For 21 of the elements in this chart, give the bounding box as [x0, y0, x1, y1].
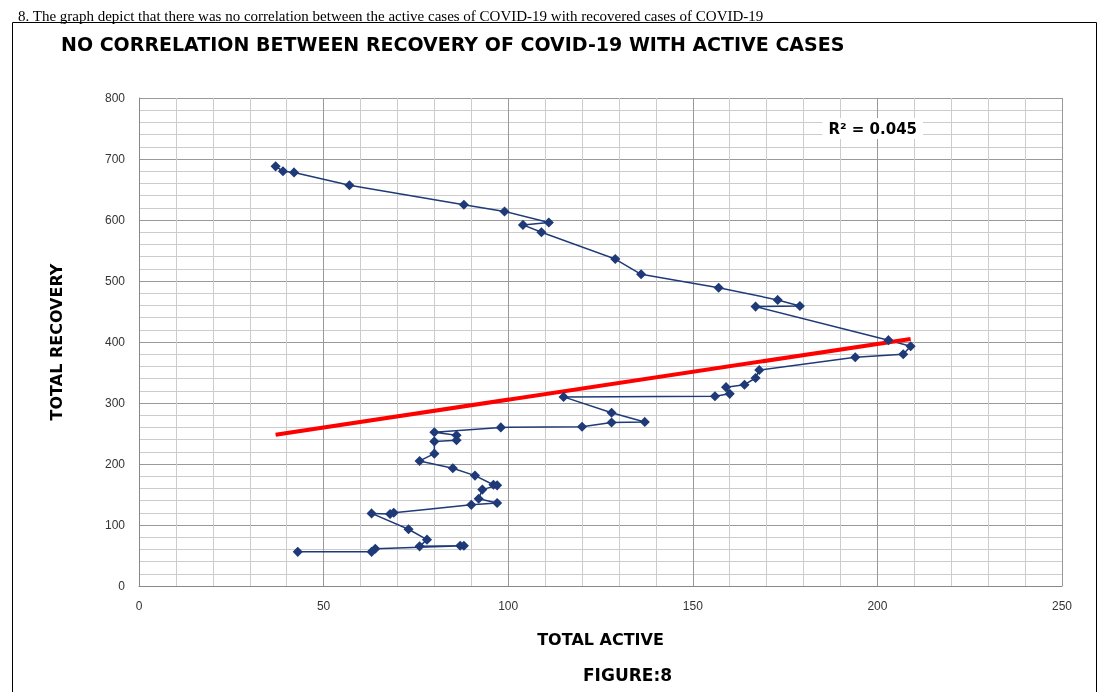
y-tick-label: 200: [104, 457, 126, 471]
y-tick-label: 500: [104, 274, 126, 288]
x-tick-label: 100: [498, 599, 519, 613]
x-tick-label: 250: [1051, 599, 1073, 613]
y-axis-title: TOTAL RECOVERY: [46, 263, 66, 421]
x-tick-label: 150: [682, 599, 704, 613]
y-tick-label: 800: [104, 91, 126, 105]
chart-title: NO CORRELATION BETWEEN RECOVERY OF COVID-19 WITH ACTIVE CASES: [61, 33, 845, 55]
x-tick-label: 200: [867, 599, 888, 613]
y-tick-label: 100: [104, 518, 126, 532]
y-tick-label: 400: [104, 335, 126, 349]
y-tick-label: 600: [104, 213, 126, 227]
y-tick-label: 0: [118, 579, 126, 593]
annotation: R² = 0.045: [828, 119, 918, 138]
x-axis-title: TOTAL ACTIVE: [537, 629, 664, 649]
y-tick-label: 300: [104, 396, 126, 410]
x-tick-label: 0: [135, 599, 143, 613]
text: FIGURE:8: [583, 664, 673, 685]
text: 8. The graph depict that there was no correlation between the active cases of COVID-19 with recovered cases of COVID-19: [18, 7, 764, 24]
y-tick-label: 700: [104, 152, 126, 166]
x-tick-label: 50: [316, 599, 331, 613]
